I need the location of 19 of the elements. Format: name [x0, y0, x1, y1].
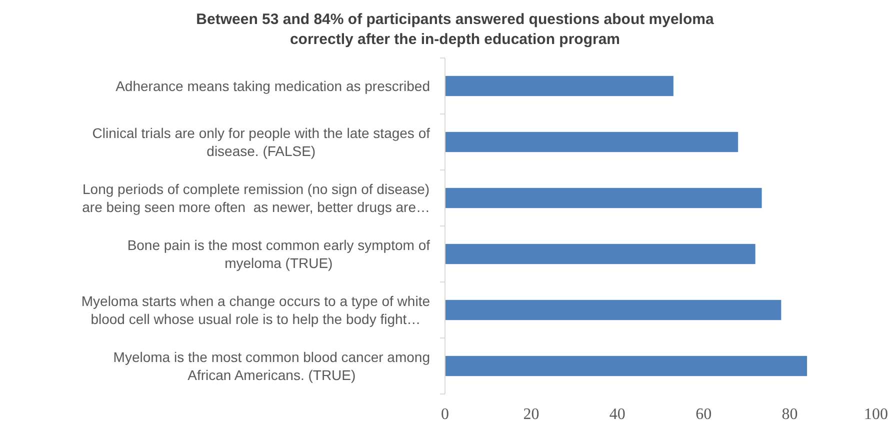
- x-tick-label: 60: [696, 406, 712, 423]
- y-tick-label: Myeloma is the most common blood cancer among African Americans. (TRUE): [113, 349, 430, 383]
- bar: [445, 300, 782, 320]
- y-tick-label: Long periods of complete remission (no sign of disease) are being seen more often as newer, better drugs are…: [82, 181, 430, 215]
- bar: [445, 356, 808, 376]
- chart-title: Between 53 and 84% of participants answered questions about myeloma correctly after the in-depth education program: [196, 11, 714, 48]
- y-tick-label: Adherance means taking medication as prescribed: [116, 78, 430, 94]
- x-tick-label: 40: [609, 406, 626, 423]
- x-tick-label: 80: [782, 406, 798, 423]
- bar: [445, 76, 674, 96]
- bar: [445, 132, 738, 152]
- y-tick-label: Myeloma starts when a change occurs to a type of white blood cell whose usual role is to help the body fight…: [81, 293, 430, 327]
- bar: [445, 244, 756, 264]
- x-tick-label: 100: [864, 406, 888, 423]
- bar: [445, 188, 762, 208]
- y-tick-label: Bone pain is the most common early symptom of myeloma (TRUE): [127, 237, 430, 271]
- x-tick-label: 0: [441, 406, 449, 423]
- x-tick-label: 20: [523, 406, 540, 423]
- y-tick-label: Clinical trials are only for people with the late stages of disease. (FALSE): [92, 125, 430, 159]
